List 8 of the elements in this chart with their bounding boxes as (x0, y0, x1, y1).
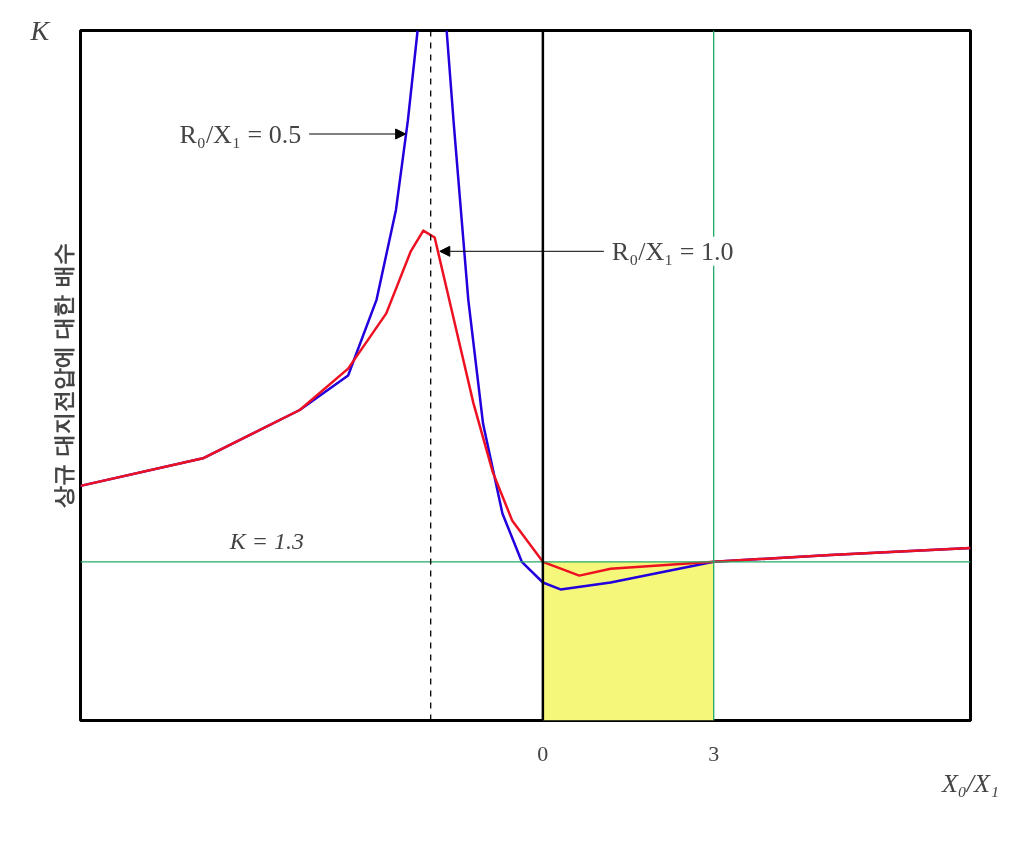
text: 상규 대지전압에 대한 배수 (50, 243, 76, 508)
x-tick-label: 0 (537, 740, 549, 766)
annotation: R₀/X₁ = 0.5 (179, 119, 302, 149)
annotation: R₀/X₁ = 1.0 (611, 236, 734, 266)
x-axis-title: X₀/X₁ (940, 768, 1000, 798)
x-tick-label: 3 (708, 740, 720, 766)
annotation: K = 1.3 (228, 527, 304, 554)
y-axis-title: K (29, 14, 51, 46)
